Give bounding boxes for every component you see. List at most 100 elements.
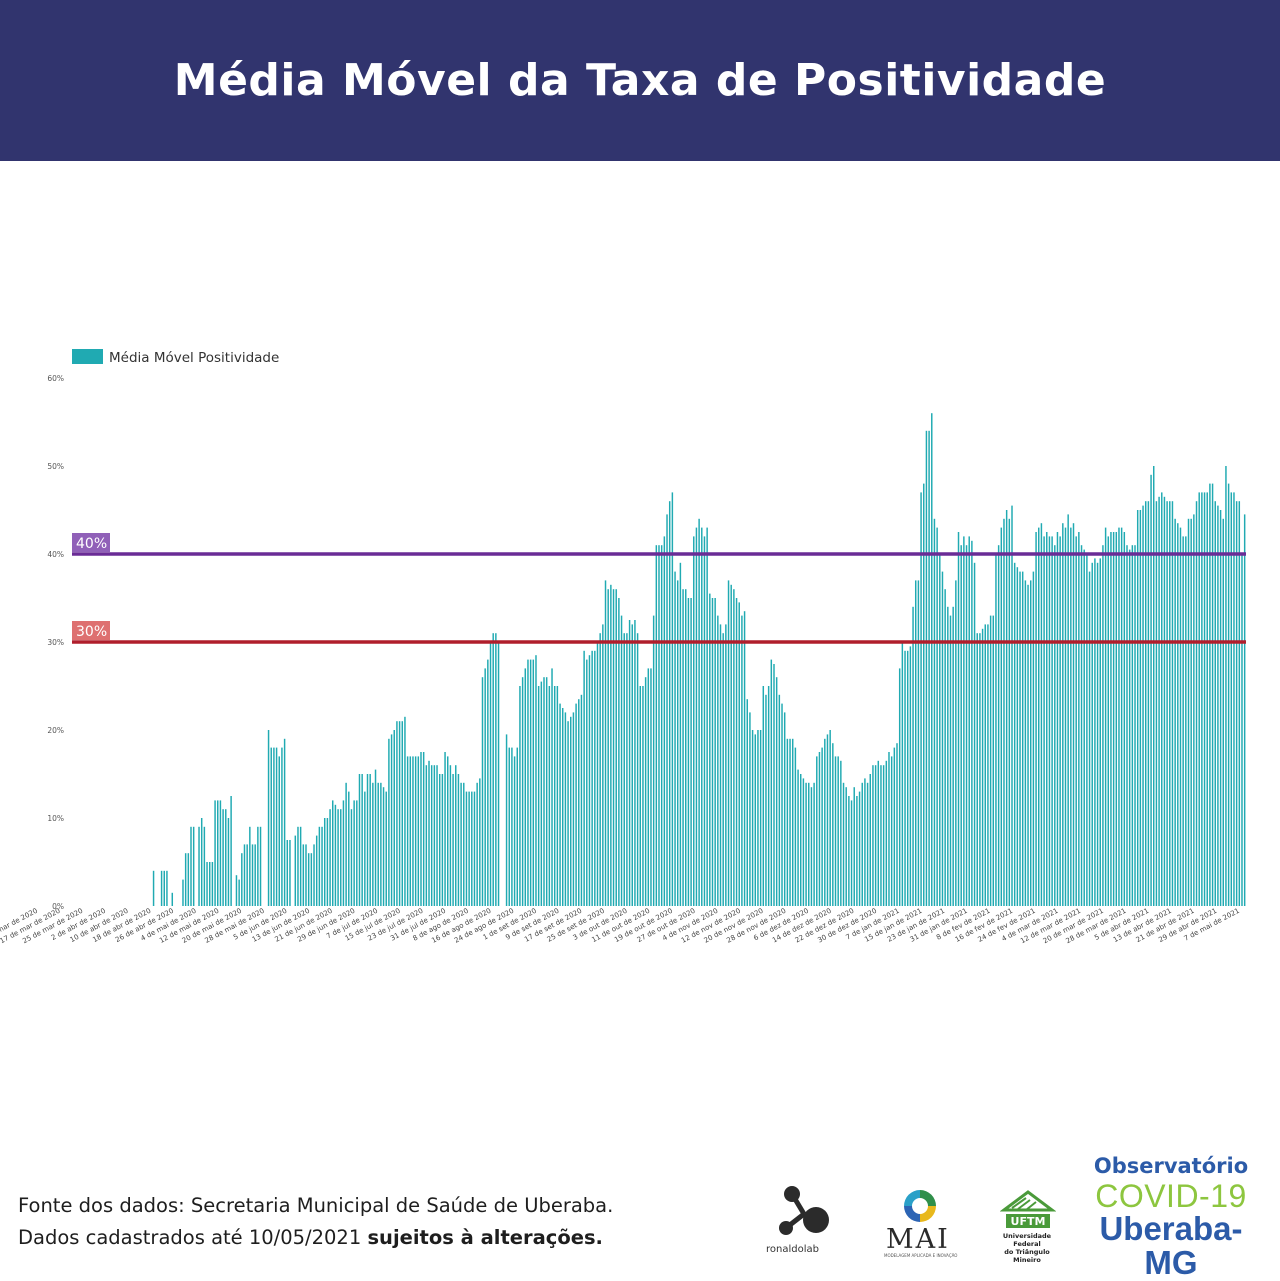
bar [765, 694, 767, 906]
bar [570, 716, 572, 906]
bar [329, 809, 331, 906]
uftm-subtitle-line1: Universidade Federal [1002, 1232, 1052, 1248]
bar [1083, 549, 1085, 906]
bar [1201, 492, 1203, 906]
mai-logo-text: MAI [886, 1224, 950, 1255]
bar [1217, 505, 1219, 906]
bar [318, 826, 321, 906]
bar [404, 716, 406, 906]
bar [532, 659, 535, 906]
bar [492, 633, 494, 906]
bar [447, 756, 449, 906]
bar [987, 624, 989, 906]
bar [668, 501, 671, 906]
bar [508, 747, 510, 906]
bar [711, 598, 714, 906]
bar [1016, 567, 1019, 906]
bar [626, 633, 628, 906]
bar [746, 699, 748, 906]
legend-label: Média Móvel Positividade [109, 350, 279, 366]
bar [949, 615, 952, 906]
bar [901, 642, 904, 906]
bar [1182, 536, 1184, 906]
bar [1118, 527, 1120, 906]
bar [275, 747, 278, 906]
chart-legend: Média Móvel Positividade [72, 349, 279, 366]
bar [957, 532, 960, 906]
bar [259, 826, 262, 906]
bar [647, 668, 650, 906]
bar [428, 760, 430, 906]
bar [1139, 510, 1142, 906]
bar [965, 545, 968, 906]
bar [535, 655, 537, 906]
bar [537, 686, 540, 906]
bar [516, 747, 518, 906]
bar [396, 721, 398, 906]
mai-logo-icon [904, 1190, 936, 1222]
bar [420, 752, 422, 906]
bar [893, 747, 896, 906]
bar [749, 712, 751, 906]
bar [850, 800, 853, 906]
bar [455, 765, 457, 906]
observatorio-line2: COVID-19 [1095, 1178, 1247, 1214]
bar [615, 589, 617, 906]
bar [350, 809, 353, 906]
bar [596, 642, 599, 906]
bar [171, 892, 174, 906]
bar [206, 862, 208, 906]
bar [495, 633, 497, 906]
bar [524, 668, 527, 906]
bar [479, 778, 481, 906]
bar [1123, 532, 1126, 906]
bar [559, 703, 561, 906]
bar [540, 681, 543, 906]
bar [551, 668, 553, 906]
uftm-logo-icon: UFTM [1000, 1190, 1056, 1228]
y-tick-label: 60% [47, 374, 64, 383]
bar [602, 624, 604, 906]
bar [385, 791, 387, 906]
bar [1153, 466, 1155, 906]
reference-lines: 40% 30% [72, 533, 1246, 644]
uftm-logo-text: UFTM [1011, 1215, 1046, 1228]
bar [642, 686, 644, 906]
bar [837, 756, 839, 906]
bar [433, 765, 436, 906]
bar [1104, 527, 1107, 906]
bar [861, 782, 863, 906]
disclaimer-bold: sujeitos à alterações. [367, 1226, 603, 1249]
bar [751, 730, 754, 906]
bar [818, 752, 821, 906]
bar [588, 655, 591, 906]
y-tick-label: 50% [47, 462, 64, 471]
bar [1144, 501, 1147, 906]
bar [372, 782, 374, 906]
bar [639, 686, 642, 906]
bar [936, 527, 938, 906]
bar [869, 774, 871, 906]
bar [1086, 554, 1088, 906]
bar [709, 593, 711, 906]
bar [222, 809, 224, 906]
bar [377, 782, 379, 906]
bar [575, 703, 577, 906]
bar [211, 862, 214, 906]
bar [1163, 496, 1166, 906]
y-axis: 0% 10% 20% 30% 40% 50% 60% [47, 374, 64, 911]
bar [874, 765, 877, 906]
bar [743, 611, 746, 906]
bar [444, 752, 446, 906]
bar [273, 747, 275, 906]
bar [719, 624, 722, 906]
date-line: Dados cadastrados até 10/05/2021 sujeito… [18, 1222, 613, 1254]
bar [1209, 483, 1211, 906]
bar [556, 686, 559, 906]
bar [1021, 571, 1024, 906]
bar [390, 734, 393, 906]
bar [398, 721, 401, 906]
bar [460, 782, 462, 906]
bar [960, 545, 962, 906]
source-line: Fonte dos dados: Secretaria Municipal de… [18, 1194, 614, 1217]
